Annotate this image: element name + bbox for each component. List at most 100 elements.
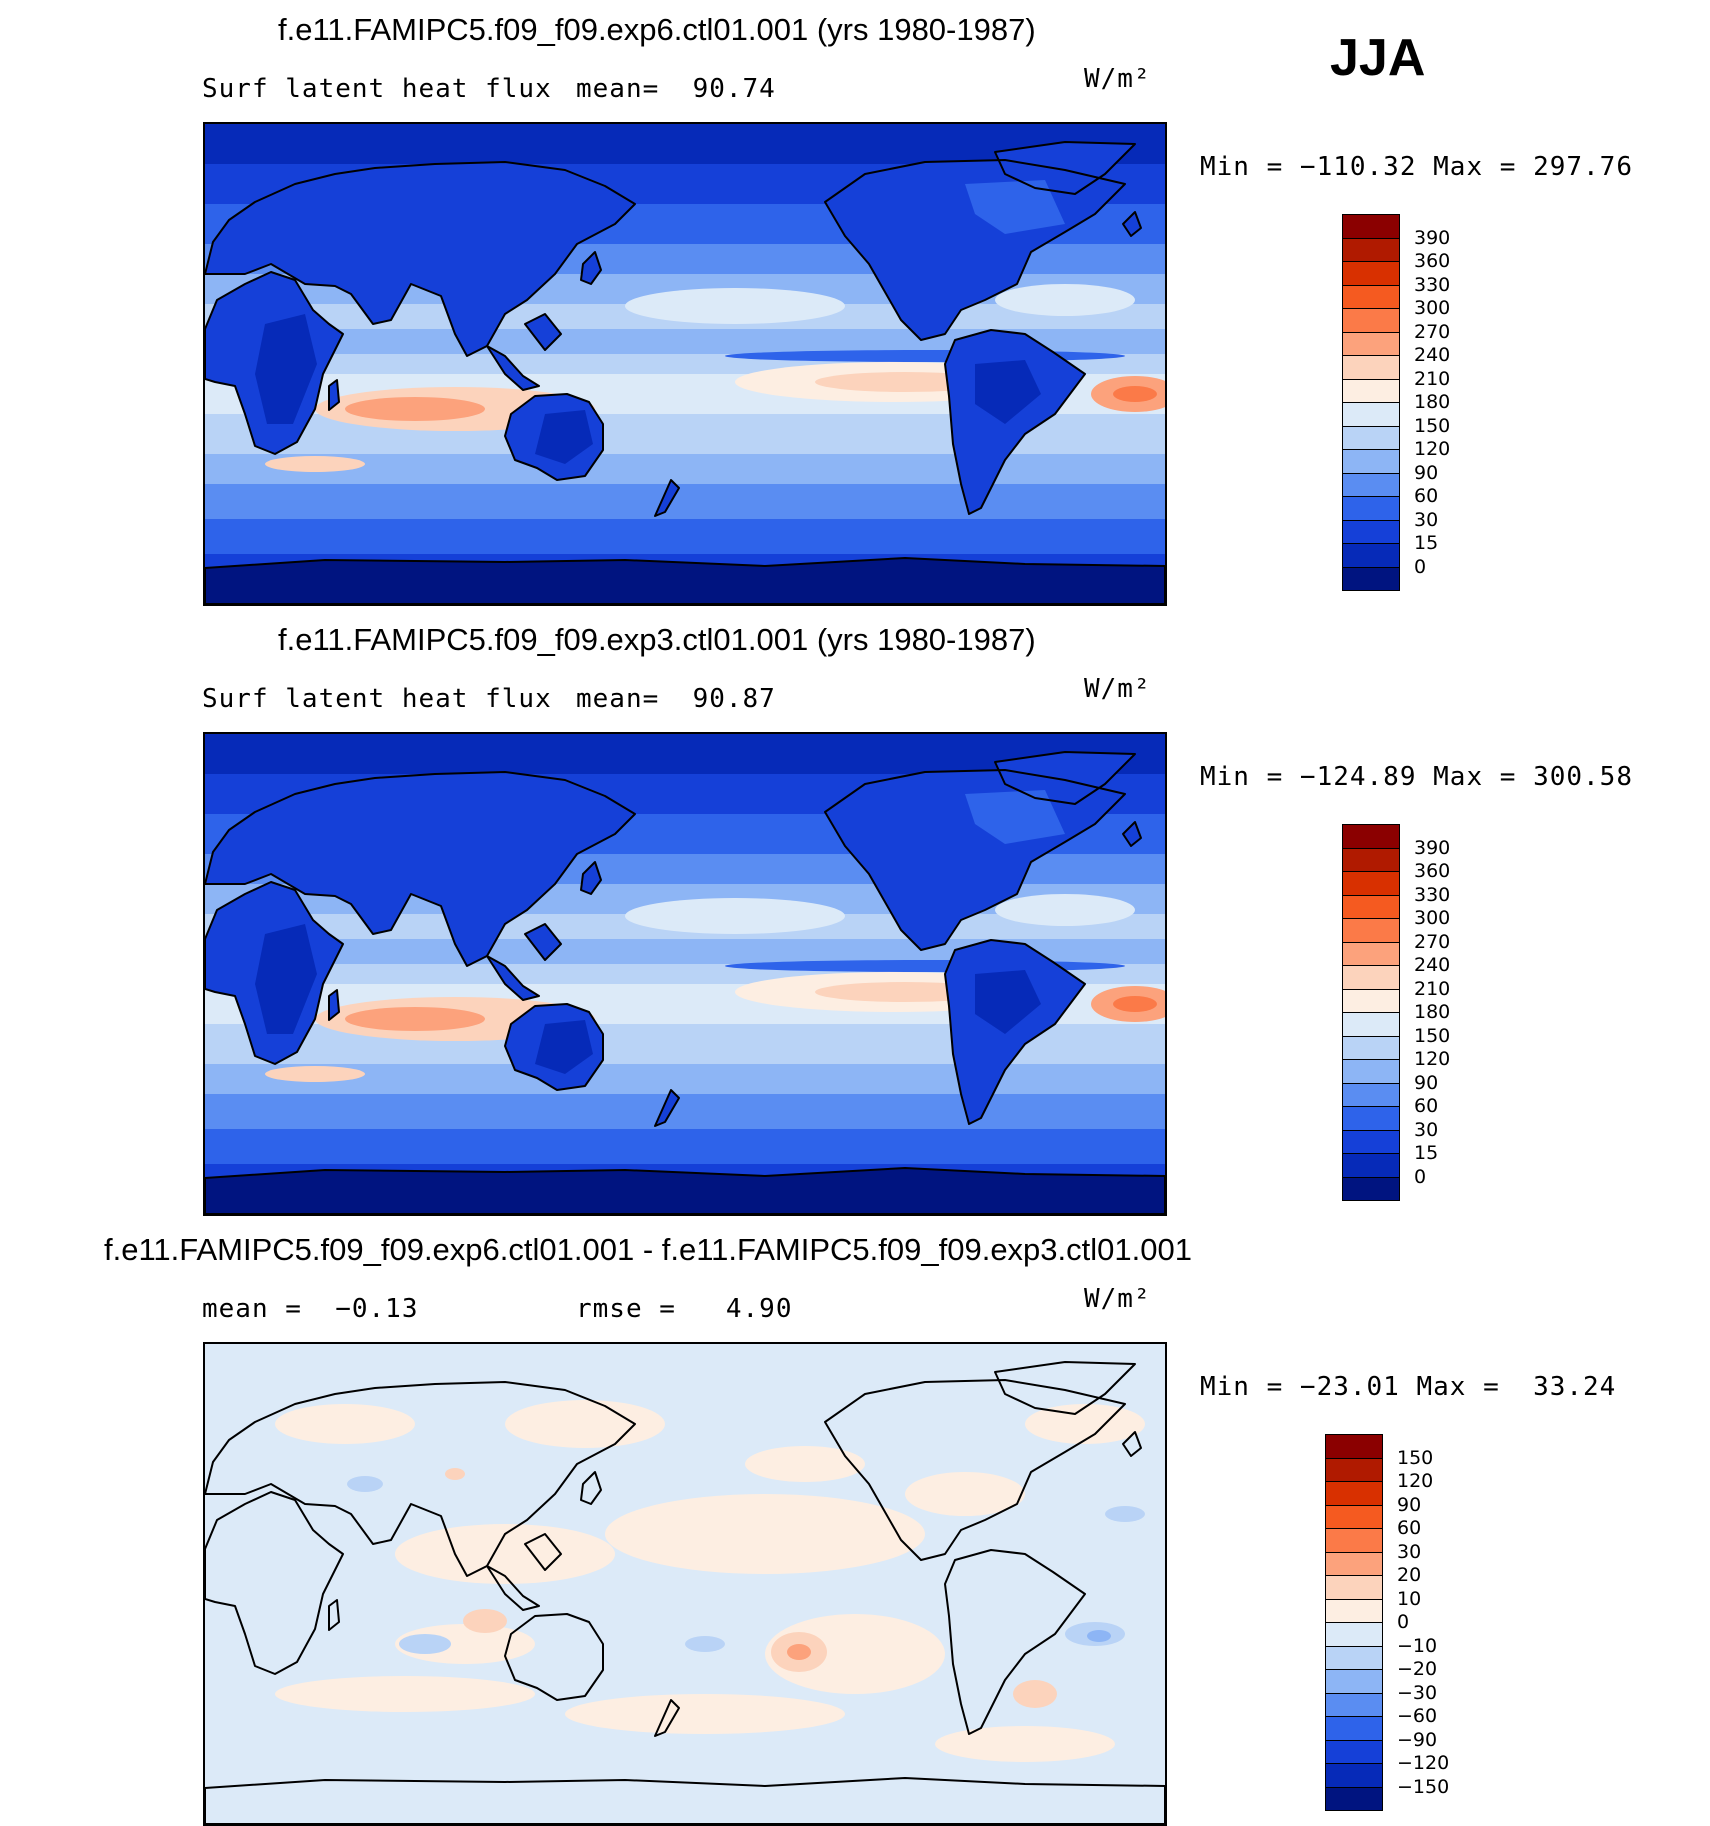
colorbar-tick-label: 0 (1414, 555, 1427, 578)
colorbar-swatch (1325, 1575, 1383, 1600)
colorbar-tick-label: 120 (1414, 438, 1451, 460)
colorbar-swatch (1325, 1481, 1383, 1506)
colorbar-tick-label: 180 (1414, 1001, 1451, 1023)
colorbar-tick-label: 120 (1414, 1048, 1451, 1070)
colorbar-tick-label: 180 (1414, 391, 1451, 413)
colorbar-tick-label: 90 (1414, 461, 1439, 484)
colorbar-tick-label: 15 (1414, 532, 1439, 554)
colorbar-swatch (1342, 237, 1400, 262)
colorbar-swatch (1342, 847, 1400, 872)
colorbar-swatch (1342, 402, 1400, 427)
colorbar-swatch (1342, 261, 1400, 286)
colorbar-swatch (1342, 496, 1400, 521)
colorbar-tick-label: 0 (1397, 1611, 1410, 1633)
panel-middle-title: f.e11.FAMIPC5.f09_f09.exp3.ctl01.001 (yr… (278, 622, 1036, 657)
colorbar-swatch (1342, 214, 1400, 239)
colorbar-tick-label: 10 (1397, 1587, 1422, 1610)
colorbar-swatch (1325, 1434, 1383, 1459)
colorbar-tick-label: 15 (1414, 1142, 1439, 1164)
panel-middle-variable: Surf latent heat flux (202, 684, 552, 714)
colorbar-tick-label: 210 (1414, 367, 1451, 390)
colorbar-swatch (1325, 1457, 1383, 1482)
colorbar-tick-label: 150 (1414, 414, 1451, 437)
colorbar-swatch (1342, 1153, 1400, 1178)
colorbar-tick-label: 270 (1414, 930, 1451, 953)
panel-middle-map (203, 732, 1167, 1216)
panel-top-variable: Surf latent heat flux (202, 74, 552, 104)
colorbar-swatch (1325, 1692, 1383, 1717)
colorbar-swatch (1325, 1598, 1383, 1623)
colorbar-tick-label: −60 (1397, 1705, 1438, 1727)
colorbar-tick-label: 330 (1414, 883, 1451, 906)
panel-top-title: f.e11.FAMIPC5.f09_f09.exp6.ctl01.001 (yr… (278, 12, 1036, 47)
panel-top-units: W/m² (1084, 64, 1151, 94)
colorbar-swatch (1325, 1739, 1383, 1764)
panel-diff-rmse: rmse = 4.90 (576, 1294, 793, 1324)
colorbar-swatch (1342, 378, 1400, 403)
colorbar-tick-label: 60 (1414, 1095, 1439, 1117)
colorbar-tick-label: 90 (1397, 1493, 1422, 1516)
colorbar-tick-label: −150 (1397, 1775, 1450, 1798)
colorbar-swatch (1342, 425, 1400, 450)
colorbar-tick-label: −30 (1397, 1681, 1438, 1704)
colorbar-swatch (1342, 894, 1400, 919)
colorbar-swatch (1342, 472, 1400, 497)
colorbar-swatch (1325, 1551, 1383, 1576)
colorbar-tick-label: 30 (1414, 1118, 1439, 1141)
colorbar-swatch (1342, 988, 1400, 1013)
colorbar-tick-label: 90 (1414, 1071, 1439, 1094)
colorbar-swatch (1342, 1176, 1400, 1201)
colorbar-swatch (1342, 965, 1400, 990)
colorbar-tick-label: −120 (1397, 1752, 1450, 1774)
colorbar-tick-label: −10 (1397, 1634, 1438, 1657)
panel-top-map (203, 122, 1167, 606)
panel-middle-colorbar: 390 360 330 300 270 240 210 180 150 120 90 60 30 15 0 (1342, 824, 1502, 1204)
colorbar-tick-label: −90 (1397, 1728, 1438, 1751)
colorbar-tick-label: 330 (1414, 273, 1451, 296)
colorbar-tick-label: 240 (1414, 344, 1451, 366)
colorbar-swatch (1342, 331, 1400, 356)
colorbar-tick-label: 360 (1414, 250, 1451, 272)
colorbar-swatch (1325, 1786, 1383, 1811)
colorbar-tick-label: 60 (1414, 485, 1439, 507)
colorbar-tick-label: 150 (1397, 1446, 1434, 1469)
colorbar-swatch (1342, 519, 1400, 544)
panel-middle-minmax: Min = −124.89 Max = 300.58 (1200, 762, 1633, 792)
panel-top-mean: mean= 90.74 (576, 74, 776, 104)
panel-diff-map (203, 1342, 1167, 1826)
colorbar-tick-label: 390 (1414, 226, 1451, 249)
panel-middle-mean: mean= 90.87 (576, 684, 776, 714)
colorbar-tick-label: 210 (1414, 977, 1451, 1000)
colorbar-swatch (1342, 1129, 1400, 1154)
colorbar-swatch (1342, 1082, 1400, 1107)
colorbar-swatch (1342, 543, 1400, 568)
colorbar-swatch (1342, 918, 1400, 943)
colorbar-tick-label: 120 (1397, 1470, 1434, 1492)
colorbar-swatch (1342, 824, 1400, 849)
colorbar-tick-label: 240 (1414, 954, 1451, 976)
colorbar-tick-label: 20 (1397, 1564, 1422, 1586)
panel-top-colorbar: 390 360 330 300 270 240 210 180 150 120 90 60 30 15 0 (1342, 214, 1502, 594)
colorbar-swatch (1342, 449, 1400, 474)
panel-middle-units: W/m² (1084, 674, 1151, 704)
colorbar-tick-label: 60 (1397, 1517, 1422, 1539)
colorbar-tick-label: 360 (1414, 860, 1451, 882)
colorbar-swatch (1342, 1059, 1400, 1084)
colorbar-tick-label: 30 (1414, 508, 1439, 531)
colorbar-swatch (1325, 1622, 1383, 1647)
panel-diff-title: f.e11.FAMIPC5.f09_f09.exp6.ctl01.001 - f… (104, 1232, 1192, 1267)
colorbar-swatch (1325, 1645, 1383, 1670)
colorbar-swatch (1342, 308, 1400, 333)
panel-top-minmax: Min = −110.32 Max = 297.76 (1200, 152, 1633, 182)
colorbar-swatch (1342, 1012, 1400, 1037)
colorbar-swatch (1325, 1504, 1383, 1529)
colorbar-tick-label: 150 (1414, 1024, 1451, 1047)
colorbar-swatch (1342, 1106, 1400, 1131)
colorbar-swatch (1342, 941, 1400, 966)
colorbar-swatch (1342, 1035, 1400, 1060)
colorbar-tick-label: 300 (1414, 907, 1451, 929)
colorbar-tick-label: 390 (1414, 836, 1451, 859)
panel-diff-minmax: Min = −23.01 Max = 33.24 (1200, 1372, 1617, 1402)
colorbar-swatch (1325, 1528, 1383, 1553)
panel-diff-units: W/m² (1084, 1284, 1151, 1314)
